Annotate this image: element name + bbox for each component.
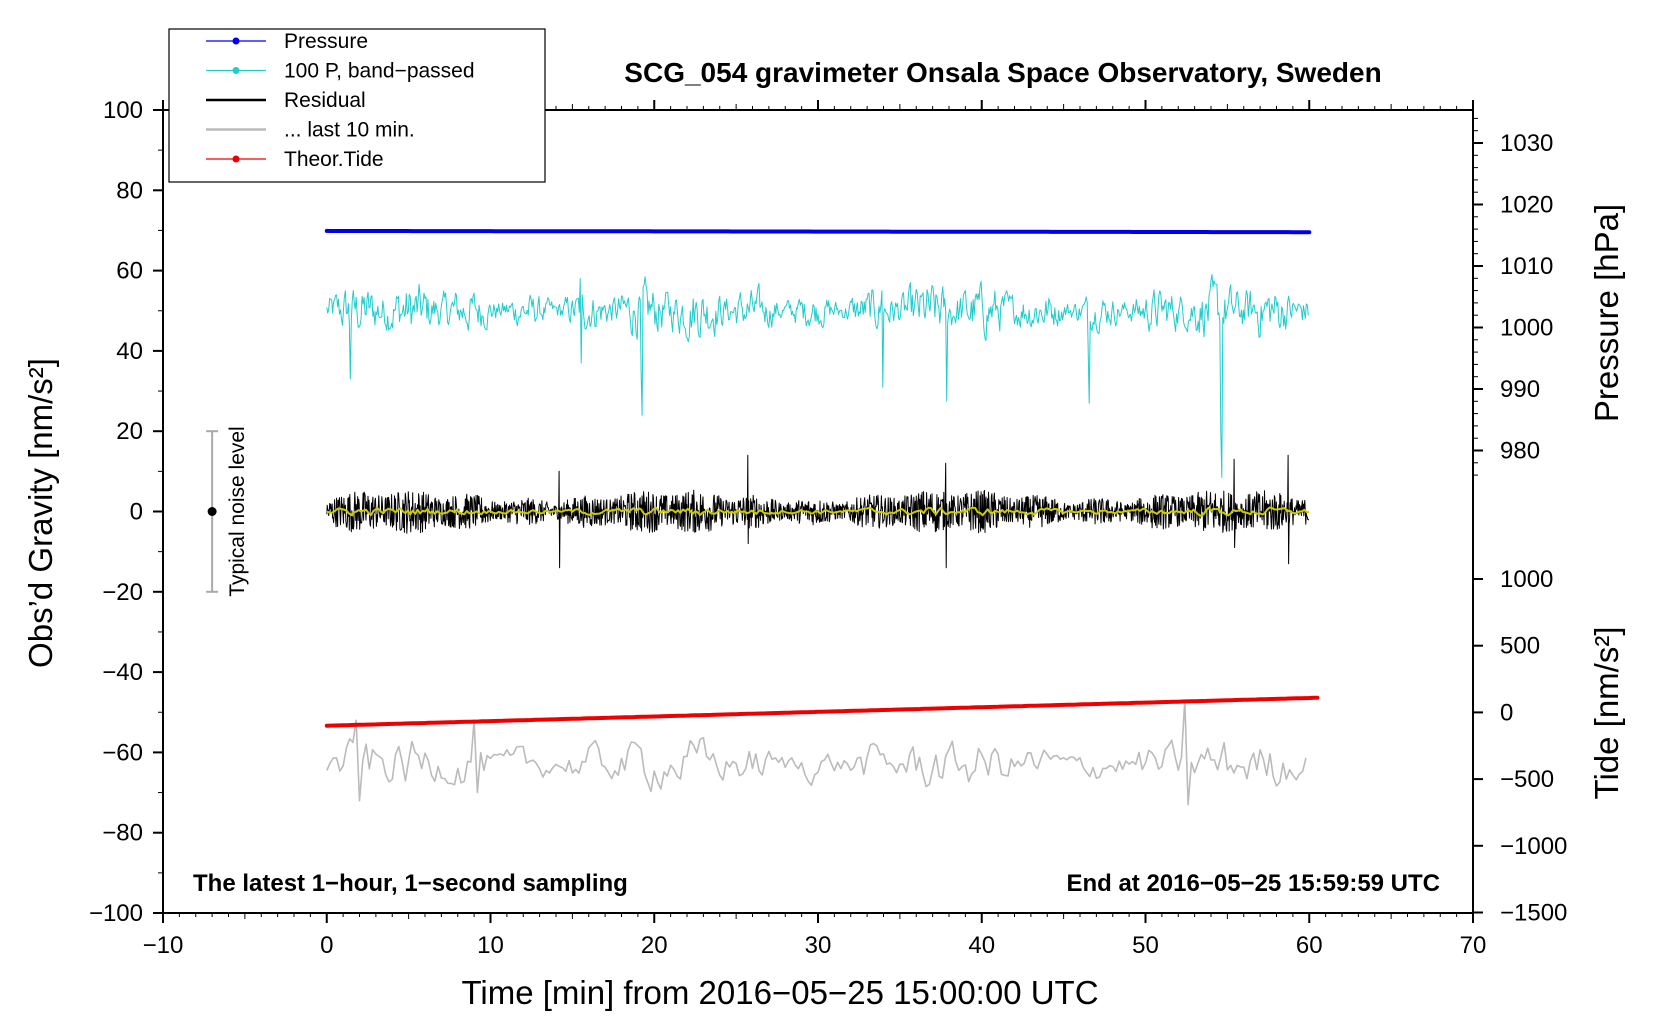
x-axis-title: Time [min] from 2016−05−25 15:00:00 UTC xyxy=(461,974,1098,1011)
noise-indicator: Typical noise level xyxy=(206,426,249,597)
tide-tick-label: −500 xyxy=(1500,766,1554,793)
x-tick-label: 30 xyxy=(805,932,832,959)
x-tick-label: 70 xyxy=(1460,932,1487,959)
series-100-p-band-passed xyxy=(326,274,1309,478)
legend-marker xyxy=(232,37,240,45)
tick-layer: −10 0 10 20 30 40 50 60 70100806040200−20−40−60−… xyxy=(89,97,1567,959)
pressure-tick-label: 1020 xyxy=(1500,192,1553,219)
series-last-10-min xyxy=(326,699,1307,806)
x-tick-label: 50 xyxy=(1132,932,1159,959)
y-tick-label: −60 xyxy=(102,739,143,766)
series-residual-smoothed xyxy=(326,506,1310,517)
y-tick-label: 60 xyxy=(116,258,143,285)
legend-label: Theor.Tide xyxy=(284,148,384,171)
pressure-tick-label: 1000 xyxy=(1500,315,1553,342)
y-tick-label: 0 xyxy=(130,499,143,526)
noise-bar-label: Typical noise level xyxy=(226,426,249,596)
x-tick-label: 0 xyxy=(320,932,333,959)
y-tick-label: −20 xyxy=(102,579,143,606)
x-tick-label: 10 xyxy=(477,932,504,959)
x-tick-label: 20 xyxy=(641,932,668,959)
series-residual xyxy=(326,454,1310,569)
legend-marker xyxy=(232,155,240,163)
y-tick-label: 100 xyxy=(103,97,143,124)
tide-tick-label: −1500 xyxy=(1500,900,1567,927)
note-sampling: The latest 1−hour, 1−second sampling xyxy=(193,870,628,897)
pressure-tick-label: 980 xyxy=(1500,438,1540,465)
legend-label: 100 P, band−passed xyxy=(284,60,475,83)
y-axis-title-tide: Tide [nm/s²] xyxy=(1588,627,1625,800)
chart-title: SCG_054 gravimeter Onsala Space Observat… xyxy=(624,57,1381,88)
x-tick-label: 40 xyxy=(968,932,995,959)
y-tick-label: −80 xyxy=(102,820,143,847)
y-tick-label: −100 xyxy=(89,900,143,927)
y-axis-title-gravity: Obs’d Gravity [nm/s²] xyxy=(22,358,59,668)
legend-marker xyxy=(232,67,240,74)
y-tick-label: −40 xyxy=(102,659,143,686)
y-axis-title-pressure: Pressure [hPa] xyxy=(1588,204,1625,422)
y-tick-label: 40 xyxy=(116,338,143,365)
tide-tick-label: 500 xyxy=(1500,633,1540,660)
series-layer xyxy=(324,228,1320,806)
x-tick-label: 60 xyxy=(1296,932,1323,959)
legend-label: ... last 10 min. xyxy=(284,119,415,142)
tide-tick-label: 1000 xyxy=(1500,566,1553,593)
y-tick-label: 80 xyxy=(116,177,143,204)
legend-box xyxy=(168,28,546,183)
pressure-tick-label: 1030 xyxy=(1500,130,1553,157)
y-tick-label: 20 xyxy=(116,418,143,445)
pressure-tick-label: 990 xyxy=(1500,376,1540,403)
x-tick-label: −10 xyxy=(143,932,184,959)
noise-bar-center-dot xyxy=(207,507,217,516)
legend: Pressure 100 P, band−passed Residual ... la… xyxy=(168,28,546,183)
legend-label: Pressure xyxy=(284,30,368,53)
tide-tick-label: −1000 xyxy=(1500,833,1567,860)
tide-tick-label: 0 xyxy=(1500,699,1513,726)
legend-label: Residual xyxy=(284,89,366,112)
series-theor-tide xyxy=(324,695,1320,728)
note-end-time: End at 2016−05−25 15:59:59 UTC xyxy=(1066,870,1440,897)
series-pressure xyxy=(324,228,1312,235)
pressure-tick-label: 1010 xyxy=(1500,253,1553,280)
